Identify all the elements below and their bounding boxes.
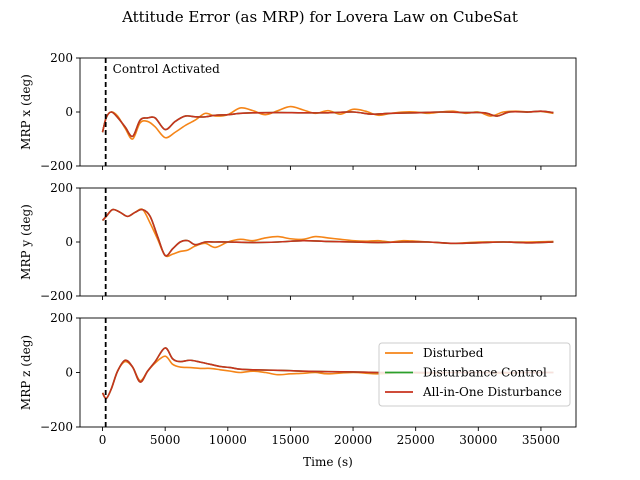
- series-line-x-0: [101, 105, 554, 140]
- y-tick-label-z-0: −200: [40, 420, 73, 434]
- series-line-y-2: [101, 208, 554, 257]
- series-line-x-2: [101, 110, 554, 138]
- series-line-y-0: [101, 208, 554, 258]
- x-tick-label-5: 25000: [397, 433, 435, 447]
- x-tick-label-1: 5000: [150, 433, 181, 447]
- chart-title: Attitude Error (as MRP) for Lovera Law o…: [121, 8, 518, 26]
- x-tick-label-4: 20000: [334, 433, 372, 447]
- x-tick-label-0: 0: [99, 433, 107, 447]
- series-line-y-1: [101, 208, 554, 257]
- x-tick-label-2: 10000: [209, 433, 247, 447]
- y-tick-label-y-1: 0: [65, 235, 73, 249]
- legend-label-0: Disturbed: [423, 346, 484, 360]
- y-axis-label-z: MRP z (deg): [19, 335, 33, 410]
- panel-y-plot-area: [101, 208, 554, 258]
- y-tick-label-z-2: 200: [50, 311, 73, 325]
- x-tick-label-6: 30000: [459, 433, 497, 447]
- y-axis-label-y: MRP y (deg): [19, 204, 33, 280]
- legend: Disturbed Disturbance Control All-in-One D…: [378, 342, 571, 407]
- panel-x-plot-area: [101, 105, 554, 140]
- x-axis-label: Time (s): [303, 455, 353, 469]
- x-tick-label-7: 35000: [522, 433, 560, 447]
- legend-label-2: All-in-One Disturbance: [422, 385, 562, 399]
- y-tick-label-x-1: 0: [65, 105, 73, 119]
- y-axis-label-x: MRP x (deg): [19, 74, 33, 150]
- y-tick-label-z-1: 0: [65, 366, 73, 380]
- control-activated-label: Control Activated: [113, 62, 220, 76]
- y-tick-label-x-0: −200: [40, 159, 73, 173]
- x-tick-label-3: 15000: [271, 433, 309, 447]
- y-tick-label-y-2: 200: [50, 181, 73, 195]
- legend-box: [378, 342, 571, 407]
- y-tick-label-x-2: 200: [50, 51, 73, 65]
- y-tick-label-y-0: −200: [40, 289, 73, 303]
- panel-z: −200 0 200 0 5000 10000 15000 20000 25000 30000 35…: [19, 311, 577, 447]
- panel-x: −200 0 200 MRP x (deg) Control Activated: [19, 51, 577, 173]
- legend-label-1: Disturbance Control: [423, 366, 547, 380]
- panel-y: −200 0 200 MRP y (deg): [19, 181, 577, 303]
